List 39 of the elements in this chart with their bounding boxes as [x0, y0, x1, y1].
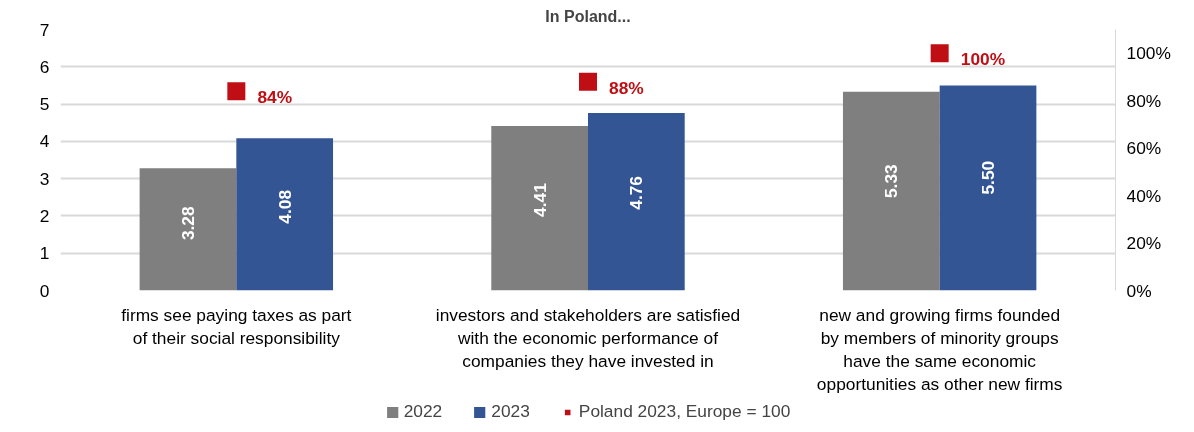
y2-tick-label: 100% — [1126, 43, 1171, 64]
y2-tick-label: 0% — [1126, 280, 1152, 301]
y2-tick-label: 80% — [1126, 90, 1162, 111]
legend-label: 2023 — [491, 401, 530, 422]
bar — [588, 113, 685, 291]
bar — [939, 85, 1037, 291]
bar — [491, 126, 588, 291]
point — [227, 82, 246, 101]
y2-tick-label: 20% — [1126, 233, 1162, 254]
data-label: 4.76 — [626, 175, 647, 210]
x-tick-label: investors and stakeholders are satisfied with the economic performance of companies they have invested in — [435, 304, 741, 371]
x-tick-label: new and growing firms founded by members of minority groups have the same economic opportunities as other new firms — [816, 304, 1063, 394]
bar — [842, 91, 940, 291]
data-label: 84% — [257, 87, 293, 108]
chart-title: In Poland... — [545, 7, 631, 25]
data-label: 4.41 — [529, 182, 550, 217]
y2-tick-label: 40% — [1126, 185, 1162, 206]
y-tick-label: 5 — [39, 94, 50, 115]
legend-label: 2022 — [403, 401, 443, 422]
y-tick-label: 0 — [39, 280, 50, 301]
y2-tick-label: 60% — [1126, 138, 1162, 159]
data-label: 5.50 — [978, 160, 999, 195]
data-label: 3.28 — [177, 206, 198, 241]
y-tick-label: 7 — [39, 19, 50, 40]
y-tick-label: 2 — [39, 205, 50, 226]
y-tick-label: 4 — [39, 131, 50, 152]
data-label: 4.08 — [274, 189, 295, 224]
data-label: 5.33 — [881, 163, 902, 199]
legend-label: Poland 2023, Europe = 100 — [578, 401, 791, 422]
bar — [139, 168, 237, 291]
y-tick-label: 6 — [39, 56, 50, 77]
x-tick-label: firms see paying taxes as part of their social responsibility — [121, 304, 352, 348]
y-tick-label: 1 — [39, 243, 50, 264]
y-tick-label: 3 — [39, 168, 50, 189]
point — [579, 72, 597, 91]
bar — [236, 138, 334, 291]
data-label: 88% — [609, 77, 644, 98]
point — [930, 44, 949, 63]
data-label: 100% — [960, 49, 1006, 70]
